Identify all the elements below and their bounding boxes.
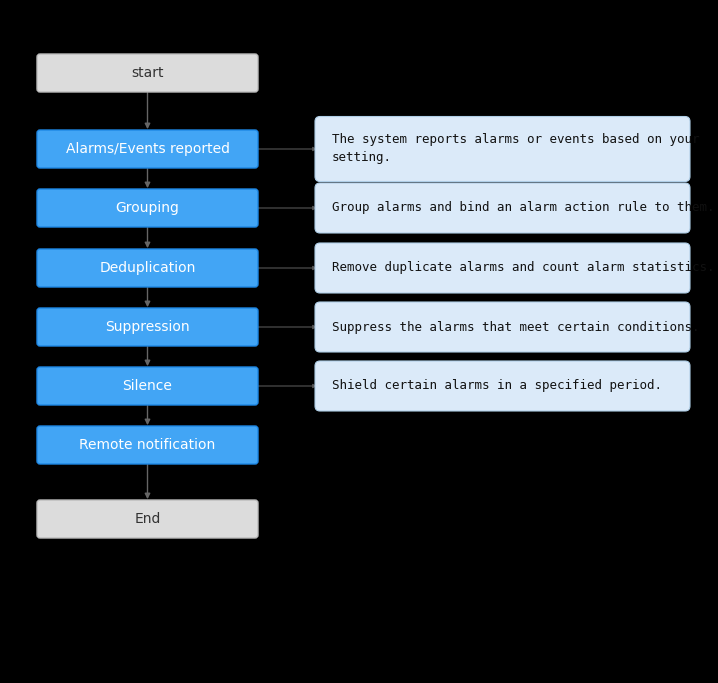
FancyBboxPatch shape [37,308,258,346]
Text: Remote notification: Remote notification [80,438,215,452]
FancyBboxPatch shape [37,54,258,92]
FancyBboxPatch shape [37,500,258,538]
FancyBboxPatch shape [37,189,258,227]
Text: The system reports alarms or events based on your
setting.: The system reports alarms or events base… [332,133,699,165]
FancyBboxPatch shape [315,361,690,411]
Text: Remove duplicate alarms and count alarm statistics.: Remove duplicate alarms and count alarm … [332,262,714,275]
FancyBboxPatch shape [315,117,690,182]
Text: Group alarms and bind an alarm action rule to them.: Group alarms and bind an alarm action ru… [332,201,714,214]
Text: Shield certain alarms in a specified period.: Shield certain alarms in a specified per… [332,380,662,393]
FancyBboxPatch shape [37,130,258,168]
FancyBboxPatch shape [315,183,690,233]
FancyBboxPatch shape [315,302,690,352]
Text: Suppression: Suppression [106,320,190,334]
Text: start: start [131,66,164,80]
Text: End: End [134,512,161,526]
Text: Alarms/Events reported: Alarms/Events reported [65,142,230,156]
Text: Grouping: Grouping [116,201,180,215]
Text: Suppress the alarms that meet certain conditions.: Suppress the alarms that meet certain co… [332,320,699,333]
Text: Deduplication: Deduplication [99,261,196,275]
FancyBboxPatch shape [37,367,258,405]
Text: Silence: Silence [123,379,172,393]
FancyBboxPatch shape [37,249,258,287]
FancyBboxPatch shape [315,243,690,293]
FancyBboxPatch shape [37,426,258,464]
